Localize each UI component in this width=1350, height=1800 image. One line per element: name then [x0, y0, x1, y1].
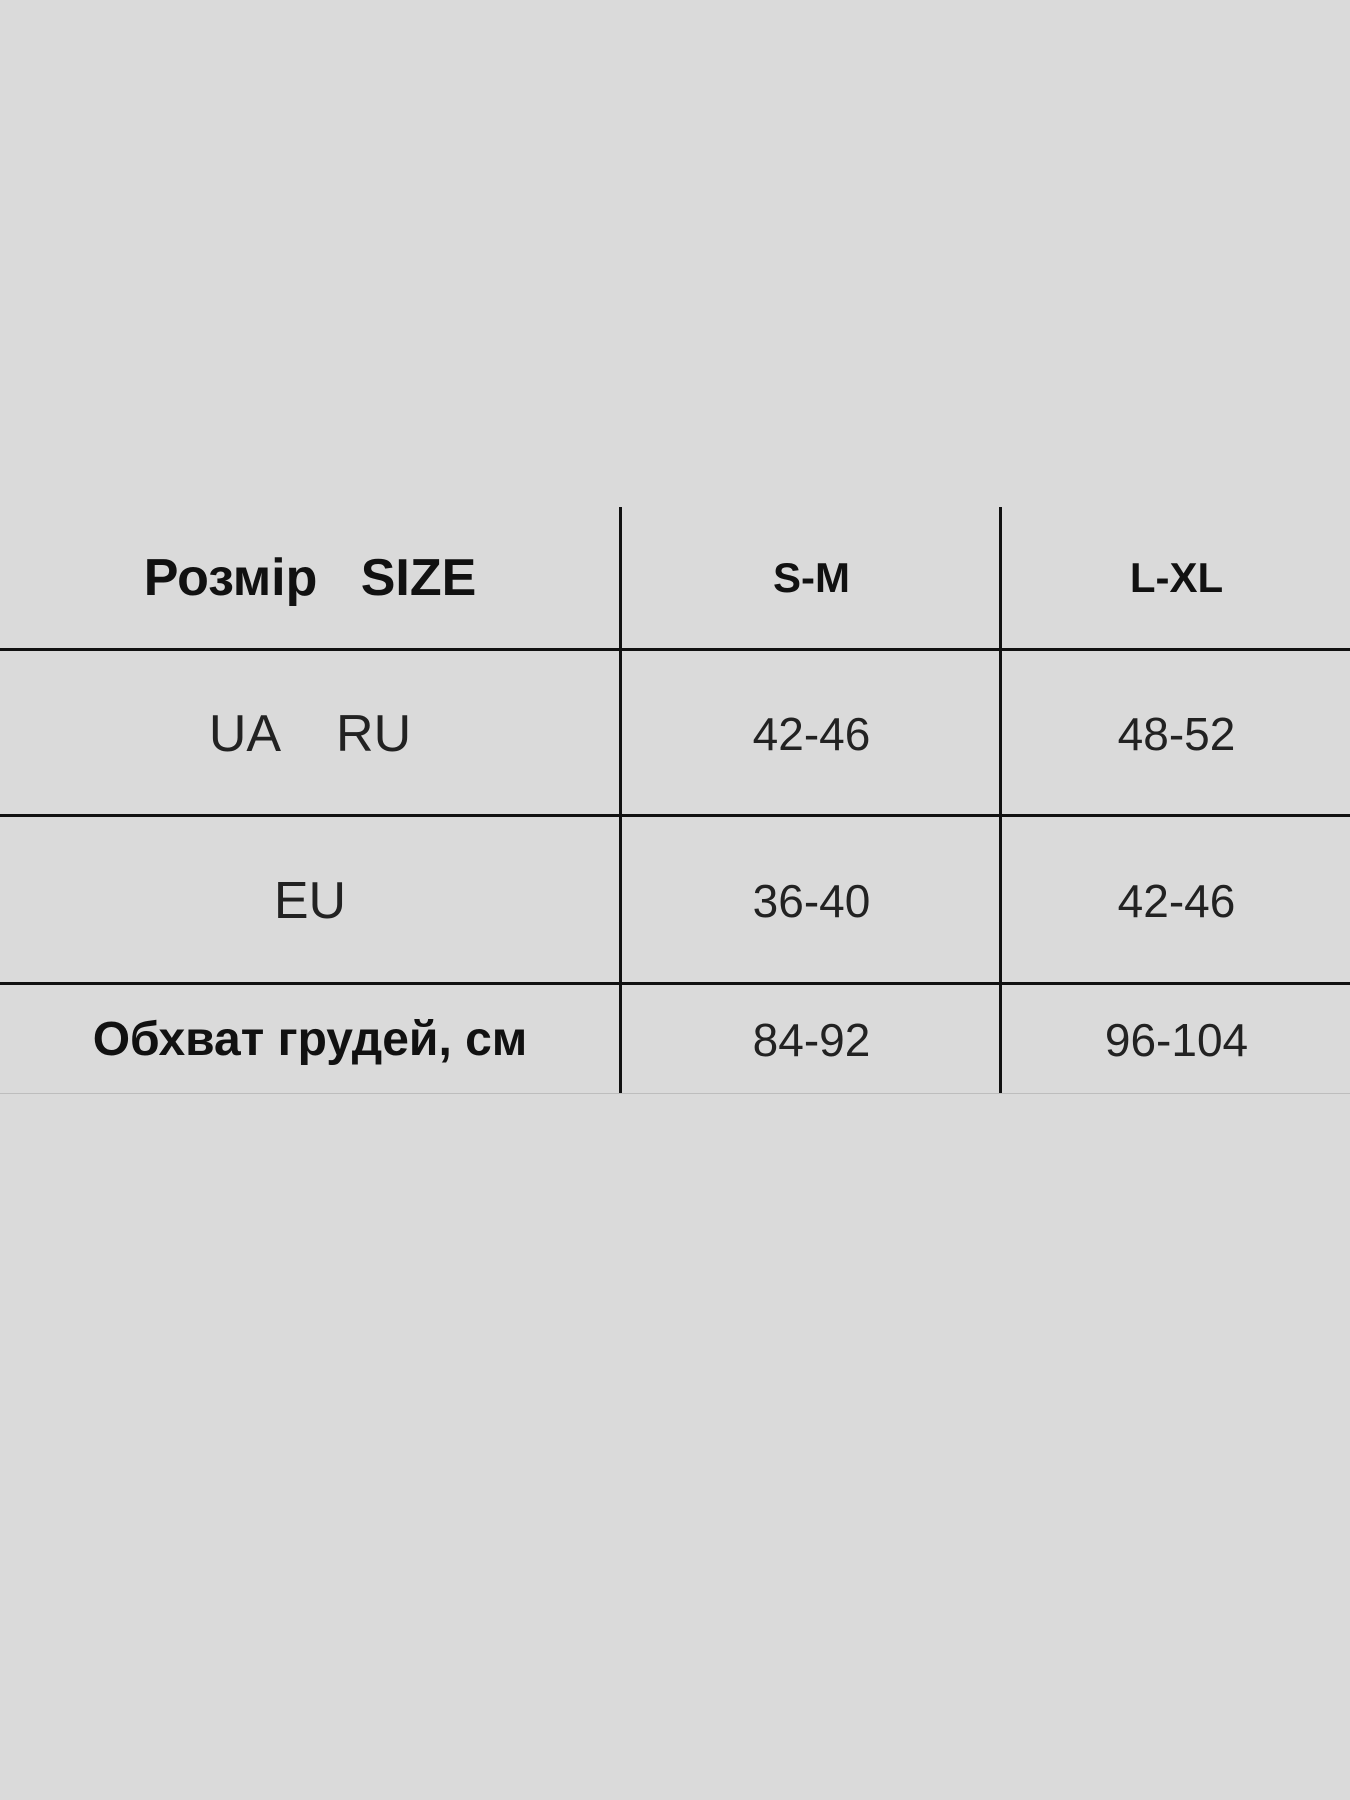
row-label-eu: EU: [273, 871, 347, 930]
cell-eu-l-xl: 42-46: [1117, 874, 1236, 927]
row-label-bust: Обхват грудей, см: [92, 1013, 528, 1066]
table-bottom-border: [0, 1093, 1350, 1094]
column-divider: [619, 507, 622, 1093]
column-divider: [999, 507, 1002, 1093]
header-l-xl: L-XL: [1129, 554, 1224, 601]
cell-ua-l-xl: 48-52: [1117, 707, 1236, 760]
row-label-ua-ru: UA RU: [208, 704, 412, 763]
header-size-label: Розмір SIZE: [143, 549, 477, 607]
cell-eu-s-m: 36-40: [752, 874, 871, 927]
header-s-m: S-M: [773, 554, 850, 601]
cell-bust-l-xl: 96-104: [1104, 1013, 1249, 1066]
row-divider: [0, 982, 1350, 985]
cell-ua-s-m: 42-46: [752, 707, 871, 760]
row-divider: [0, 648, 1350, 651]
cell-bust-s-m: 84-92: [752, 1013, 871, 1066]
row-divider: [0, 814, 1350, 817]
